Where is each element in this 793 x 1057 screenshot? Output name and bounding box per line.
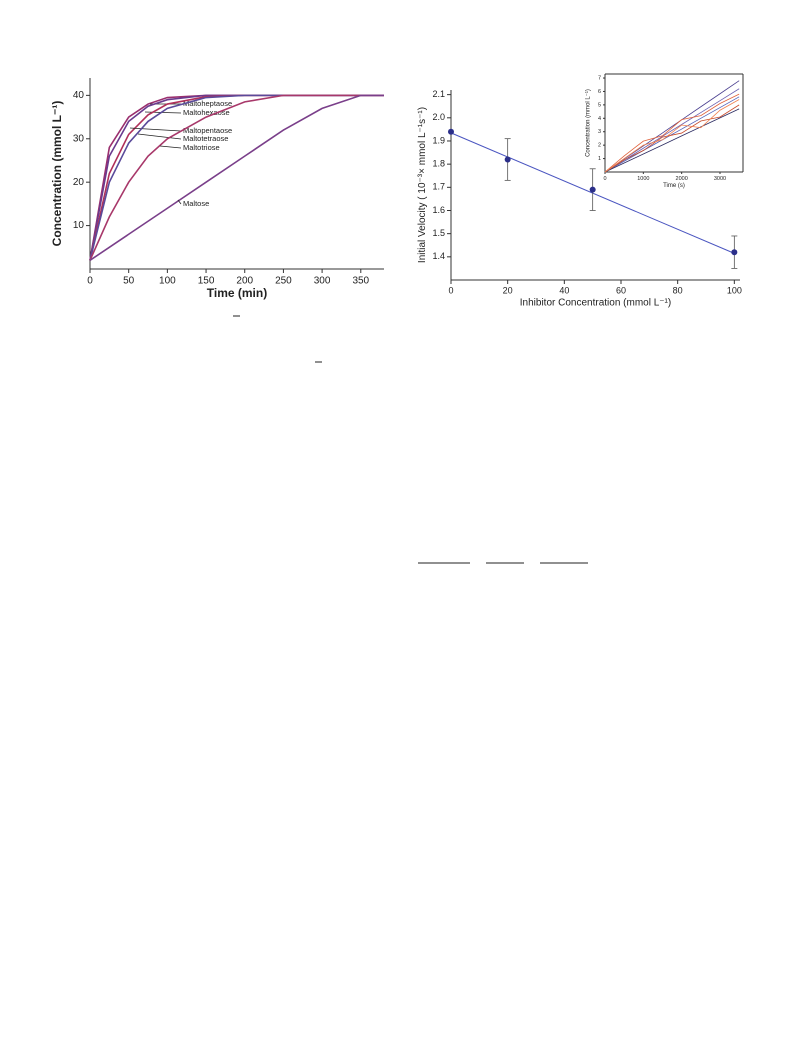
x-tick-label: 1000 — [637, 176, 649, 182]
y-tick-label: 2 — [598, 143, 601, 149]
x-tick-label: 150 — [198, 276, 215, 287]
y-axis-label: Concentration (mmol L⁻¹) — [585, 89, 591, 157]
x-tick-label: 100 — [727, 286, 742, 296]
y-tick-label: 2.1 — [432, 89, 445, 99]
y-axis-label: Concentration (mmol L⁻¹) — [50, 101, 64, 247]
y-tick-label: 5 — [598, 102, 601, 108]
series-label: Maltoheptaose — [183, 99, 232, 108]
x-tick-label: 100 — [159, 276, 176, 287]
y-tick-label: 1.5 — [432, 228, 445, 238]
series-label: Maltopentaose — [183, 126, 232, 135]
y-tick-label: 1.4 — [432, 251, 445, 261]
data-line — [89, 94, 384, 261]
data-line — [89, 94, 384, 261]
x-tick-label: 3000 — [714, 176, 726, 182]
x-tick-label: 0 — [603, 176, 606, 182]
x-tick-label: 50 — [123, 276, 135, 287]
y-tick-label: 1.7 — [432, 182, 445, 192]
series-label: Maltohexaose — [183, 108, 230, 117]
x-tick-label: 300 — [314, 276, 331, 287]
data-point — [731, 249, 738, 256]
data-line — [604, 99, 740, 173]
data-line — [604, 93, 740, 173]
series-label: Maltotetraose — [183, 134, 228, 143]
y-tick-label: 30 — [73, 133, 85, 144]
data-point — [448, 128, 454, 135]
series-label: Maltose — [183, 199, 209, 208]
x-axis-label: Time (s) — [663, 183, 685, 189]
y-tick-label: 4 — [598, 116, 601, 122]
y-tick-label: 6 — [598, 89, 601, 95]
x-tick-label: 250 — [275, 276, 292, 287]
data-line — [604, 108, 740, 173]
data-point — [589, 186, 596, 193]
y-tick-label: 20 — [73, 177, 85, 188]
y-tick-label: 2.0 — [432, 112, 445, 122]
y-tick-label: 1.8 — [432, 159, 445, 169]
x-tick-label: 200 — [236, 276, 253, 287]
data-line — [89, 94, 384, 261]
annotation-arrow — [159, 145, 182, 149]
y-tick-label: 3 — [598, 129, 601, 135]
x-tick-label: 60 — [616, 286, 626, 296]
x-tick-label: 350 — [352, 276, 369, 287]
y-tick-label: 40 — [73, 90, 85, 101]
series-label: Maltotriose — [183, 143, 220, 152]
data-line — [604, 96, 740, 173]
y-tick-label: 10 — [73, 220, 85, 231]
y-tick-label: 1.9 — [432, 135, 445, 145]
annotation-arrow — [144, 111, 182, 114]
y-tick-label: 1.6 — [432, 205, 445, 215]
data-line — [89, 94, 384, 261]
x-axis-label: Inhibitor Concentration (mmol L⁻¹) — [520, 298, 671, 309]
annotation-arrow — [137, 133, 182, 140]
y-axis-label: Initial Velocity ( 10⁻³× mmol L⁻¹s⁻¹) — [417, 107, 428, 263]
data-line — [604, 104, 740, 173]
x-tick-label: 80 — [673, 286, 683, 296]
x-tick-label: 40 — [559, 286, 569, 296]
y-tick-label: 7 — [598, 75, 601, 81]
data-line — [89, 94, 384, 261]
x-tick-label: 0 — [87, 276, 93, 287]
data-point — [504, 156, 511, 163]
x-axis-label: Time (min) — [207, 286, 267, 300]
annotation-arrow — [129, 127, 182, 132]
x-tick-label: 20 — [503, 286, 513, 296]
data-line — [89, 94, 384, 261]
annotation-arrow — [177, 199, 182, 205]
y-tick-label: 1 — [598, 156, 601, 162]
x-tick-label: 2000 — [676, 176, 688, 182]
x-tick-label: 0 — [448, 286, 453, 296]
